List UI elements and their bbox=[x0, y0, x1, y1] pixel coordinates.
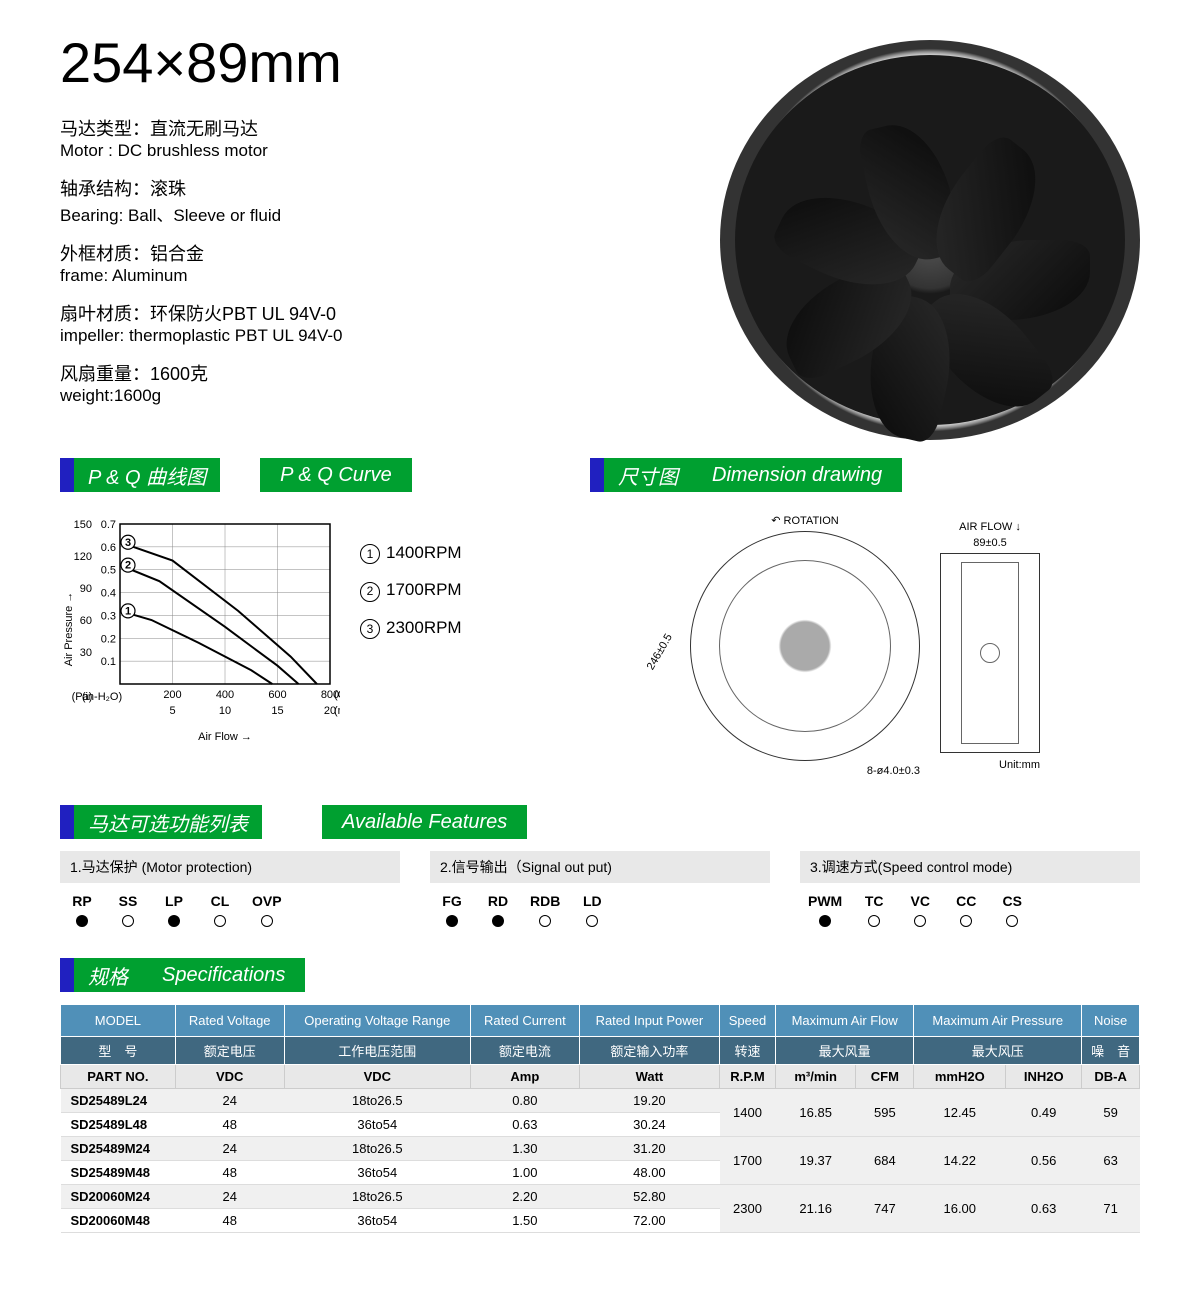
spec-item: 风扇重量：1600克weight:1600g bbox=[60, 360, 690, 406]
svg-text:0.3: 0.3 bbox=[101, 610, 116, 622]
svg-text:2: 2 bbox=[125, 560, 131, 572]
svg-text:30: 30 bbox=[80, 647, 92, 659]
svg-text:(in-H₂O): (in-H₂O) bbox=[82, 691, 122, 703]
specifications-table: MODELRated VoltageOperating Voltage Rang… bbox=[60, 1004, 1140, 1233]
svg-text:0.2: 0.2 bbox=[101, 633, 116, 645]
svg-text:Air Pressure →: Air Pressure → bbox=[63, 592, 75, 667]
svg-text:60: 60 bbox=[80, 615, 92, 627]
feature-group: 2.信号输出（Signal out put)FGRDRDBLD bbox=[430, 851, 770, 940]
svg-text:150: 150 bbox=[74, 519, 92, 531]
svg-text:(CFM): (CFM) bbox=[334, 689, 340, 701]
features-row: 1.马达保护 (Motor protection)RPSSLPCLOVP 2.信号… bbox=[60, 851, 1140, 940]
svg-text:20: 20 bbox=[324, 705, 336, 717]
spec-item: 马达类型：直流无刷马达Motor : DC brushless motor bbox=[60, 115, 690, 161]
feature-group: 1.马达保护 (Motor protection)RPSSLPCLOVP bbox=[60, 851, 400, 940]
section-dim: 尺寸图 Dimension drawing bbox=[590, 458, 1140, 492]
fan-product-image bbox=[720, 40, 1140, 440]
section-features: 马达可选功能列表 Available Features bbox=[60, 805, 1140, 839]
svg-text:1: 1 bbox=[125, 605, 131, 617]
svg-text:0.4: 0.4 bbox=[101, 588, 116, 600]
feature-group: 3.调速方式(Speed control mode)PWMTCVCCCCS bbox=[800, 851, 1140, 940]
svg-text:5: 5 bbox=[169, 705, 175, 717]
svg-text:120: 120 bbox=[74, 551, 92, 563]
svg-text:90: 90 bbox=[80, 583, 92, 595]
page-title: 254×89mm bbox=[60, 30, 690, 95]
svg-text:3: 3 bbox=[125, 537, 131, 549]
section-specs: 规格 Specifications bbox=[60, 958, 1140, 992]
spec-list: 马达类型：直流无刷马达Motor : DC brushless motor 轴承结… bbox=[60, 115, 690, 406]
section-pq: P & Q 曲线图 P & Q Curve bbox=[60, 458, 570, 492]
pq-legend: 11400RPM21700RPM32300RPM bbox=[360, 514, 462, 646]
svg-text:15: 15 bbox=[271, 705, 283, 717]
svg-text:600: 600 bbox=[268, 689, 286, 701]
dimension-drawing: ↶ ROTATION 246±0.5 8-ø4.0±0.3 AIR FLOW ↓… bbox=[590, 504, 1140, 787]
svg-text:200: 200 bbox=[163, 689, 181, 701]
spec-item: 轴承结构：滚珠Bearing: Ball、Sleeve or fluid bbox=[60, 175, 690, 226]
svg-text:0.1: 0.1 bbox=[101, 656, 116, 668]
svg-text:0.7: 0.7 bbox=[101, 519, 116, 531]
spec-item: 外框材质：铝合金frame: Aluminum bbox=[60, 240, 690, 286]
svg-text:400: 400 bbox=[216, 689, 234, 701]
spec-item: 扇叶材质：环保防火PBT UL 94V-0impeller: thermopla… bbox=[60, 300, 690, 346]
svg-text:0.5: 0.5 bbox=[101, 565, 116, 577]
svg-text:Air Flow →: Air Flow → bbox=[198, 731, 252, 743]
svg-text:0.6: 0.6 bbox=[101, 542, 116, 554]
pq-curve-chart: 2004006008000.10.20.30.40.50.60.73060901… bbox=[60, 514, 340, 744]
svg-text:10: 10 bbox=[219, 705, 231, 717]
